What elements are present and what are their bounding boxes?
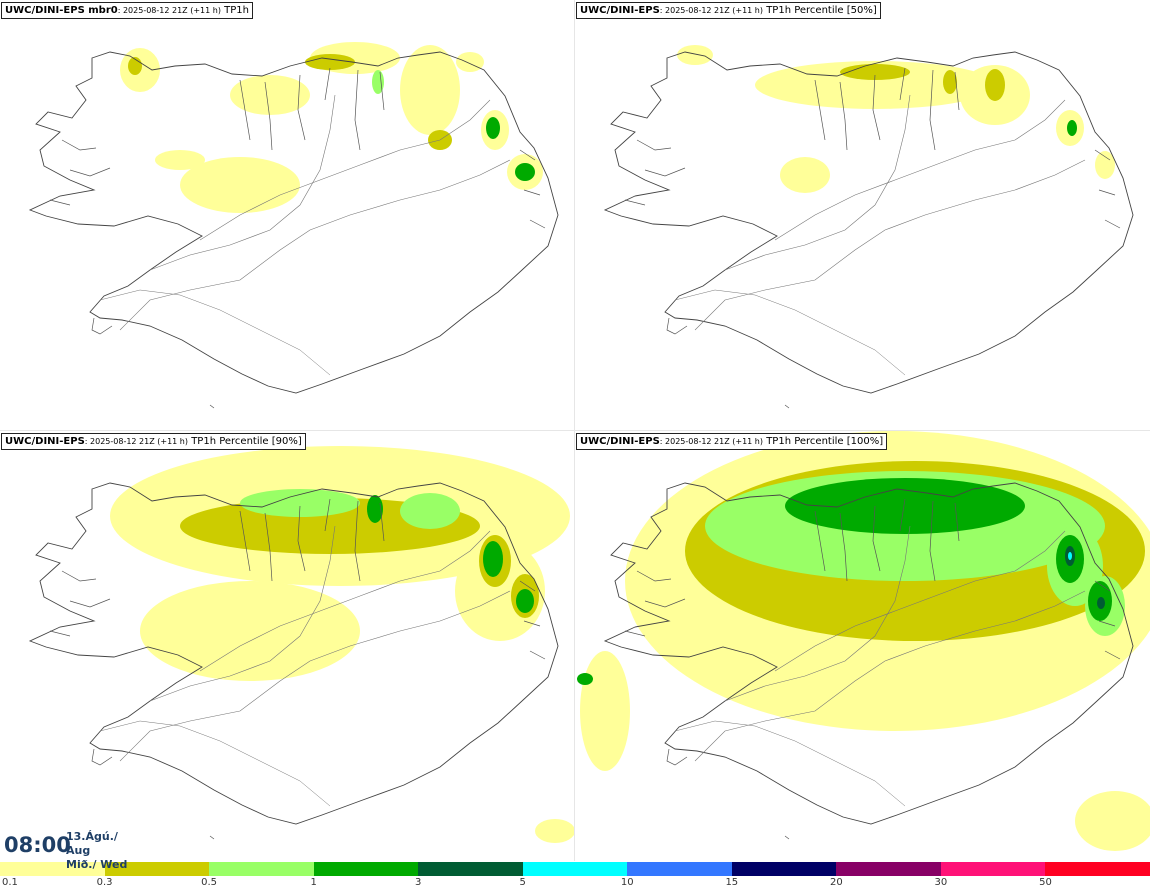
precip-area bbox=[180, 157, 300, 213]
colorbar-segment bbox=[522, 862, 628, 876]
precip-area bbox=[780, 157, 830, 193]
colorbar-tick-label: 0.3 bbox=[96, 877, 113, 888]
precip-area bbox=[240, 489, 360, 517]
colorbar-segment bbox=[0, 862, 105, 876]
precip-area bbox=[230, 75, 310, 115]
panel-title: UWC/DINI-EPS: 2025-08-12 21Z (+11 h) TP1… bbox=[1, 433, 306, 450]
precip-area bbox=[535, 819, 575, 843]
precip-colorbar bbox=[0, 862, 1150, 876]
colorbar-tick-label: 30 bbox=[934, 877, 948, 888]
colorbar-segment bbox=[940, 862, 1046, 876]
precip-area bbox=[1097, 597, 1105, 609]
precip-area bbox=[155, 150, 205, 170]
map-panel-p100: UWC/DINI-EPS: 2025-08-12 21Z (+11 h) TP1… bbox=[575, 431, 1150, 861]
precip-area bbox=[483, 541, 503, 577]
precip-map-p50 bbox=[604, 45, 1134, 409]
colorbar-segment bbox=[418, 862, 523, 876]
colorbar-tick-label: 15 bbox=[725, 877, 739, 888]
precip-area bbox=[1068, 552, 1072, 560]
precip-area bbox=[305, 54, 355, 70]
colorbar-tick-label: 10 bbox=[620, 877, 634, 888]
valid-time-date: 13.Ágú./ Aug Mið./ Wed bbox=[66, 830, 141, 872]
precip-area bbox=[943, 70, 957, 94]
precip-area bbox=[1067, 120, 1077, 136]
panel-divider-horizontal bbox=[0, 430, 1150, 431]
colorbar-segment bbox=[1045, 862, 1150, 876]
precip-area bbox=[456, 52, 484, 72]
colorbar-segment bbox=[104, 862, 210, 876]
map-panel-member0: UWC/DINI-EPS mbr0: 2025-08-12 21Z (+11 h… bbox=[0, 0, 575, 430]
valid-time-date-line1: 13.Ágú./ Aug bbox=[66, 830, 118, 857]
precip-area bbox=[515, 163, 535, 181]
valid-time-clock: 08:00 bbox=[4, 833, 71, 857]
colorbar-tick-label: 50 bbox=[1039, 877, 1052, 888]
precip-area bbox=[400, 45, 460, 135]
precip-area bbox=[1075, 791, 1150, 851]
precip-area bbox=[580, 651, 630, 771]
valid-time-date-line2: Mið./ Wed bbox=[66, 858, 128, 871]
colorbar-segment bbox=[313, 862, 419, 876]
colorbar-segment bbox=[731, 862, 837, 876]
colorbar-segment bbox=[627, 862, 732, 876]
panel-title: UWC/DINI-EPS: 2025-08-12 21Z (+11 h) TP1… bbox=[576, 433, 888, 450]
colorbar-tick-label: 5 bbox=[519, 877, 526, 888]
precip-area bbox=[1095, 151, 1115, 179]
colorbar-labels: 0.1 0.3 0.5 1 3 5 10 15 20 30 50 bbox=[0, 877, 1150, 891]
precip-area bbox=[755, 61, 995, 109]
precip-area bbox=[577, 673, 593, 685]
precip-area bbox=[367, 495, 383, 523]
precip-area bbox=[516, 589, 534, 613]
panel-title: UWC/DINI-EPS: 2025-08-12 21Z (+11 h) TP1… bbox=[576, 2, 881, 19]
precip-area bbox=[677, 45, 713, 65]
valid-time-box: 08:00 13.Ágú./ Aug Mið./ Wed bbox=[0, 826, 141, 871]
precip-area bbox=[140, 581, 360, 681]
precip-area bbox=[985, 69, 1005, 101]
colorbar-tick-label: 3 bbox=[414, 877, 422, 888]
precip-area bbox=[840, 64, 910, 80]
map-panel-p50: UWC/DINI-EPS: 2025-08-12 21Z (+11 h) TP1… bbox=[575, 0, 1150, 430]
colorbar-tick-label: 20 bbox=[829, 877, 843, 888]
colorbar-tick-label: 1 bbox=[310, 877, 317, 888]
precip-map-p100 bbox=[577, 431, 1150, 851]
precip-area bbox=[372, 70, 384, 94]
precip-area bbox=[486, 117, 500, 139]
colorbar-segment bbox=[836, 862, 941, 876]
colorbar-tick-label: 0.1 bbox=[2, 877, 18, 888]
map-panel-p90: UWC/DINI-EPS: 2025-08-12 21Z (+11 h) TP1… bbox=[0, 431, 575, 861]
panel-title: UWC/DINI-EPS mbr0: 2025-08-12 21Z (+11 h… bbox=[1, 2, 253, 19]
precip-area bbox=[400, 493, 460, 529]
precip-map-p90 bbox=[29, 446, 575, 843]
precip-map-member0 bbox=[29, 42, 559, 409]
colorbar-segment bbox=[209, 862, 314, 876]
colorbar-tick-label: 0.5 bbox=[201, 877, 218, 888]
